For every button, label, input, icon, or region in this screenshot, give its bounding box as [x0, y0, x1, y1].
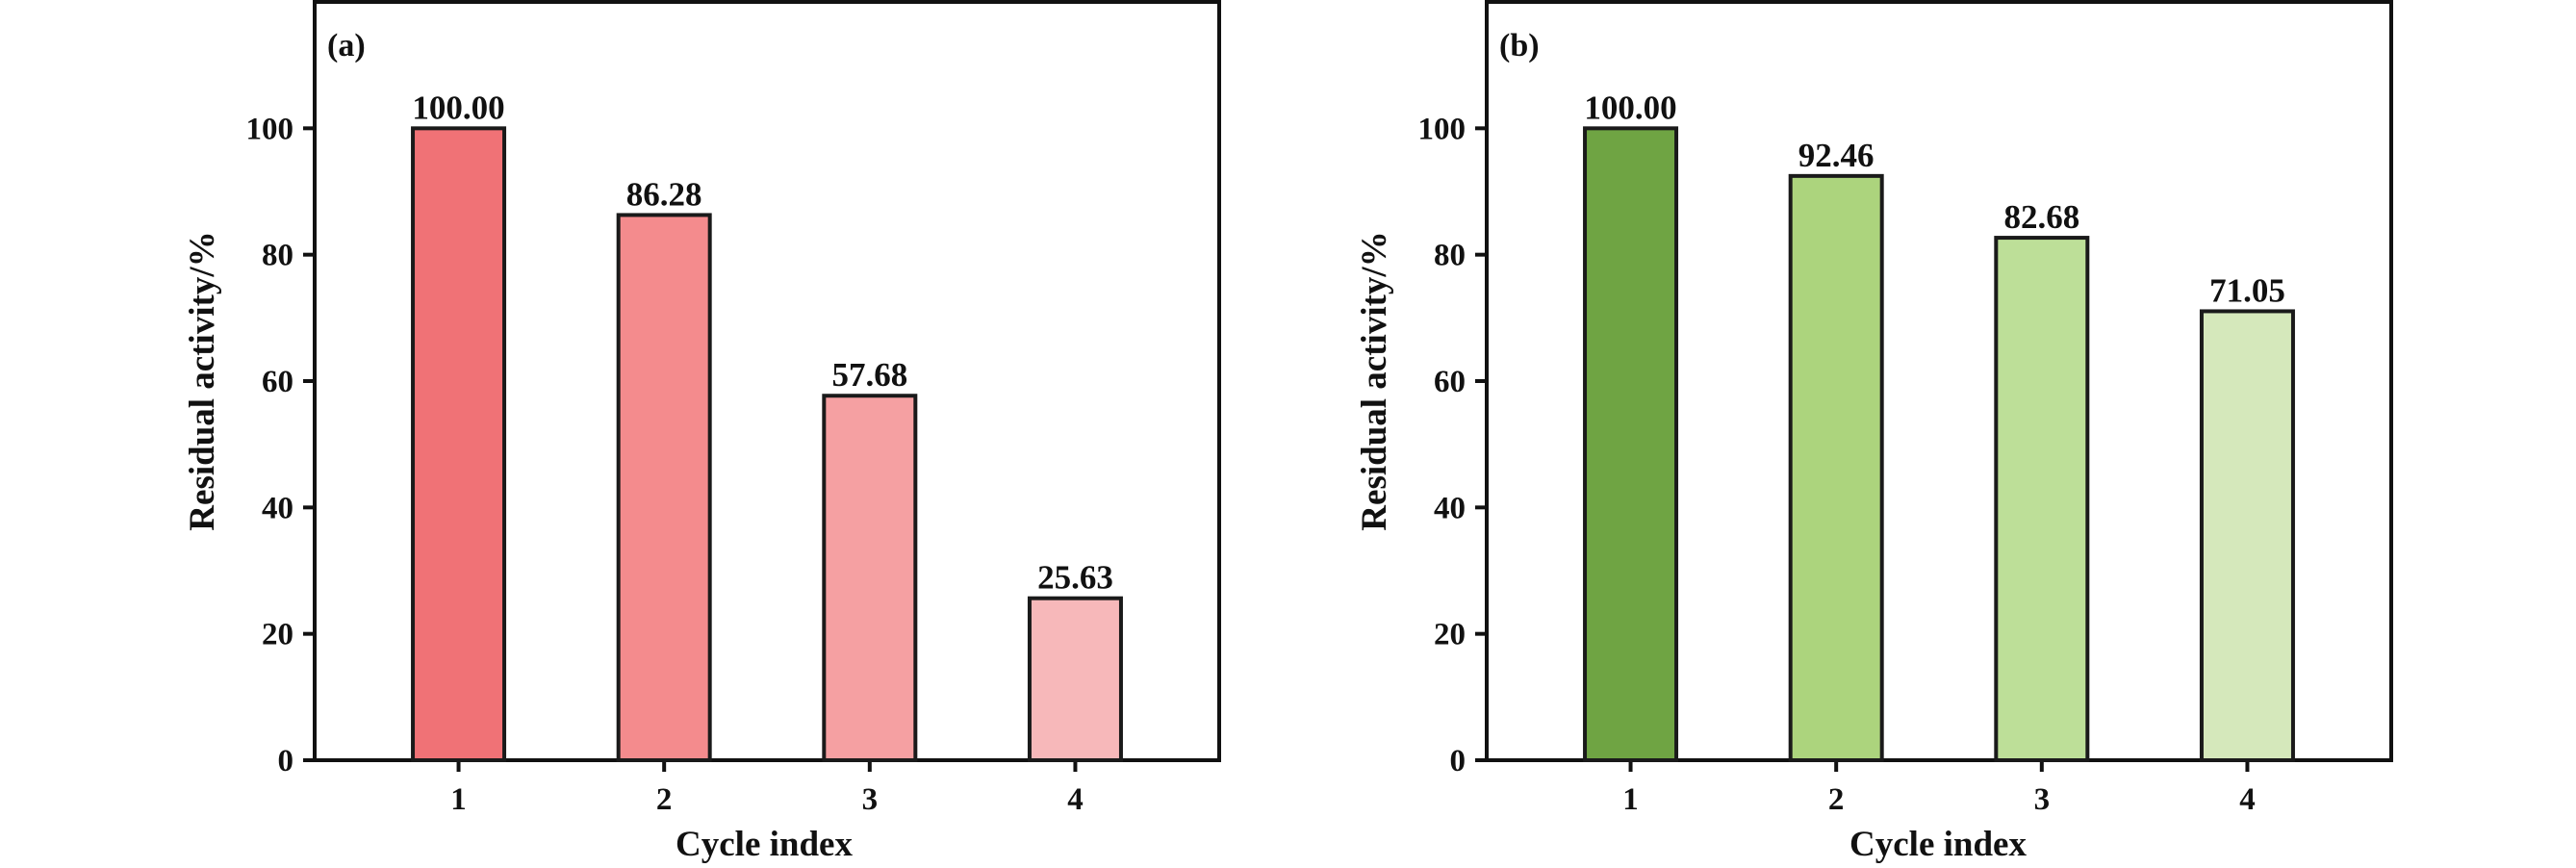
- chart-panel-a: (a) Residual activity/% Cycle index 0 20 4…: [183, 0, 1221, 864]
- data-label: 25.63: [1037, 559, 1113, 597]
- y-tick-label: 40: [1434, 491, 1466, 525]
- bar: [822, 394, 918, 762]
- bar-group: [411, 126, 1123, 763]
- data-label: 100.00: [412, 89, 504, 126]
- y-tick-label: 100: [246, 112, 294, 146]
- data-label: 82.68: [2003, 198, 2079, 236]
- x-axis-ticks: 1 2 3 4: [450, 760, 1084, 817]
- bar: [2199, 309, 2295, 762]
- y-axis-title: Residual activity/%: [183, 231, 222, 530]
- data-label: 100.00: [1584, 89, 1676, 126]
- x-tick-label: 2: [656, 782, 673, 817]
- data-label: 57.68: [831, 356, 907, 394]
- bar: [1027, 596, 1123, 763]
- x-tick-label: 3: [2034, 782, 2051, 817]
- y-tick-label: 40: [262, 491, 293, 525]
- data-label-group: 100.00 86.28 57.68 25.63: [412, 89, 1112, 596]
- bar: [1583, 126, 1679, 763]
- y-axis-ticks: 0 20 40 60 80 100: [1418, 112, 1487, 779]
- y-tick-label: 0: [1450, 744, 1467, 779]
- data-label: 71.05: [2209, 271, 2285, 309]
- x-tick-label: 4: [2239, 782, 2256, 817]
- y-tick-label: 100: [1418, 112, 1467, 146]
- y-tick-label: 80: [1434, 239, 1466, 273]
- bar: [411, 126, 507, 763]
- x-axis-title: Cycle index: [676, 825, 853, 864]
- y-tick-label: 0: [278, 744, 294, 779]
- y-tick-label: 20: [262, 618, 293, 652]
- data-label: 92.46: [1798, 137, 1875, 174]
- y-axis-title: Residual activity/%: [1355, 231, 1394, 530]
- data-label: 86.28: [626, 175, 702, 213]
- x-tick-label: 1: [1622, 782, 1639, 817]
- x-tick-label: 4: [1067, 782, 1084, 817]
- data-label-group: 100.00 92.46 82.68 71.05: [1584, 89, 2284, 309]
- x-tick-label: 2: [1828, 782, 1845, 817]
- y-tick-label: 80: [262, 239, 293, 273]
- bar: [1788, 173, 1884, 762]
- bar: [1994, 236, 2090, 762]
- y-tick-label: 60: [1434, 365, 1466, 399]
- chart-panel-b: (b) Residual activity/% Cycle index 0 20 4…: [1355, 0, 2393, 864]
- x-axis-ticks: 1 2 3 4: [1622, 760, 2256, 817]
- bar: [616, 213, 712, 763]
- x-axis-title: Cycle index: [1849, 825, 2027, 864]
- panel-label: (b): [1499, 28, 1540, 64]
- x-tick-label: 3: [862, 782, 879, 817]
- panel-label: (a): [327, 28, 366, 64]
- y-tick-label: 60: [262, 365, 293, 399]
- y-tick-label: 20: [1434, 618, 1466, 652]
- x-tick-label: 1: [450, 782, 467, 817]
- bar-group: [1583, 126, 2295, 763]
- y-axis-ticks: 0 20 40 60 80 100: [246, 112, 315, 779]
